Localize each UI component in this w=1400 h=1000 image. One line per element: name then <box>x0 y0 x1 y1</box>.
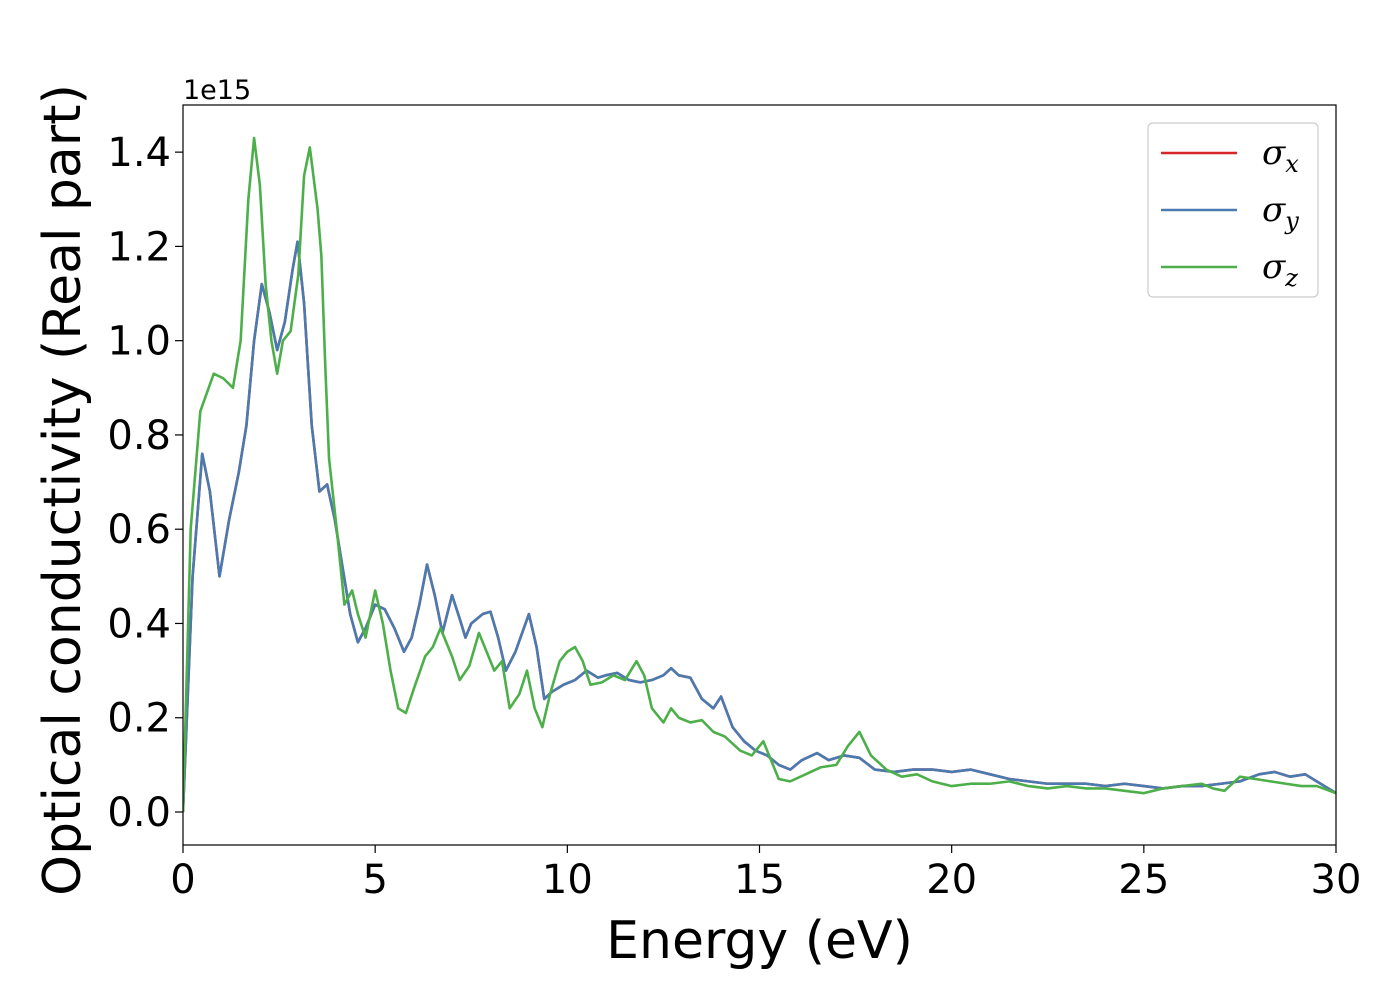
x-tick-label: 15 <box>734 857 785 903</box>
legend-symbol: σ <box>1262 133 1286 173</box>
legend-subscript: x <box>1285 150 1299 178</box>
y-tick-label: 1.0 <box>107 319 171 365</box>
x-axis-label: Energy (eV) <box>606 911 913 971</box>
y-tick-label: 1.2 <box>107 224 171 270</box>
y-tick-label: 0.4 <box>107 601 171 647</box>
x-tick-label: 20 <box>926 857 977 903</box>
series-layer <box>183 136 1336 813</box>
x-tick-label: 0 <box>170 857 195 903</box>
y-axis-label: Optical conductivity (Real part) <box>33 84 93 896</box>
x-axis: 0 5 10 15 20 25 30 <box>170 845 1361 903</box>
series-line-sigma-y <box>183 240 1336 813</box>
x-tick-label: 5 <box>362 857 387 903</box>
y-tick-label: 0.8 <box>107 413 171 459</box>
y-axis: 0.0 0.2 0.4 0.6 0.8 1.0 1.2 1.4 <box>107 130 183 836</box>
x-tick-label: 10 <box>542 857 593 903</box>
y-tick-label: 0.0 <box>107 790 171 836</box>
y-tick-label: 1.4 <box>107 130 171 176</box>
legend-subscript: y <box>1284 207 1299 235</box>
legend-label-sigma-x: σx <box>1262 133 1299 178</box>
x-tick-label: 30 <box>1311 857 1362 903</box>
series-line-sigma-z <box>183 136 1336 813</box>
legend-symbol: σ <box>1262 247 1286 287</box>
y-tick-label: 0.6 <box>107 507 171 553</box>
legend-symbol: σ <box>1262 190 1286 230</box>
legend-subscript: z <box>1284 264 1298 292</box>
legend-label-sigma-y: σy <box>1262 190 1299 235</box>
x-tick-label: 25 <box>1118 857 1169 903</box>
y-tick-label: 0.2 <box>107 696 171 742</box>
y-offset-label: 1e15 <box>183 75 251 106</box>
legend-label-sigma-z: σz <box>1262 247 1298 292</box>
